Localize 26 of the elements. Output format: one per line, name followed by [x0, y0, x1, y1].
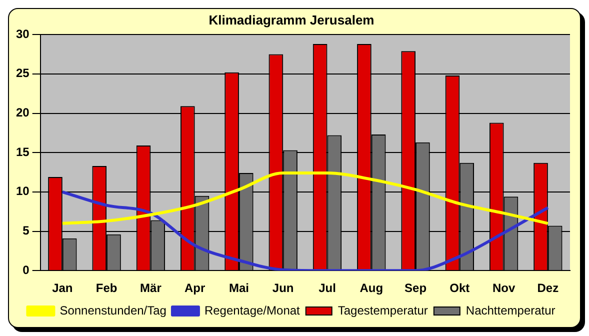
x-tick-label: Sep [404, 281, 427, 296]
x-tick-label: Apr [184, 281, 206, 296]
x-tick-label: Jul [318, 281, 336, 296]
legend-label: Nachttemperatur [466, 303, 556, 318]
y-tick-label: 5 [22, 224, 30, 238]
y-tick-label: 25 [16, 66, 30, 80]
line-series [60, 190, 550, 271]
x-tick-label: Jan [52, 281, 73, 296]
y-tick-label: 15 [16, 144, 30, 159]
y-tick-label: 20 [16, 106, 30, 120]
x-tick-label: Mär [140, 281, 162, 296]
y-tick-label: 30 [16, 26, 30, 41]
x-tick-label: Mai [228, 281, 249, 296]
y-tick-label: 0 [22, 262, 30, 277]
legend-label: Regentage/Monat [204, 303, 301, 318]
y-tick-label: 10 [16, 184, 30, 198]
x-tick-label: Feb [96, 281, 118, 296]
legend-label: Tagestemperatur [338, 303, 428, 318]
chart-title: Klimadiagramm Jerusalem [208, 12, 374, 28]
legend-label: Sonnenstunden/Tag [60, 303, 166, 318]
x-tick-label: Nov [492, 281, 516, 296]
x-tick-label: Jun [272, 281, 294, 296]
line-series [60, 172, 550, 225]
x-tick-label: Okt [450, 281, 470, 296]
x-tick-label: Dez [537, 281, 559, 296]
x-tick-label: Aug [360, 281, 384, 296]
